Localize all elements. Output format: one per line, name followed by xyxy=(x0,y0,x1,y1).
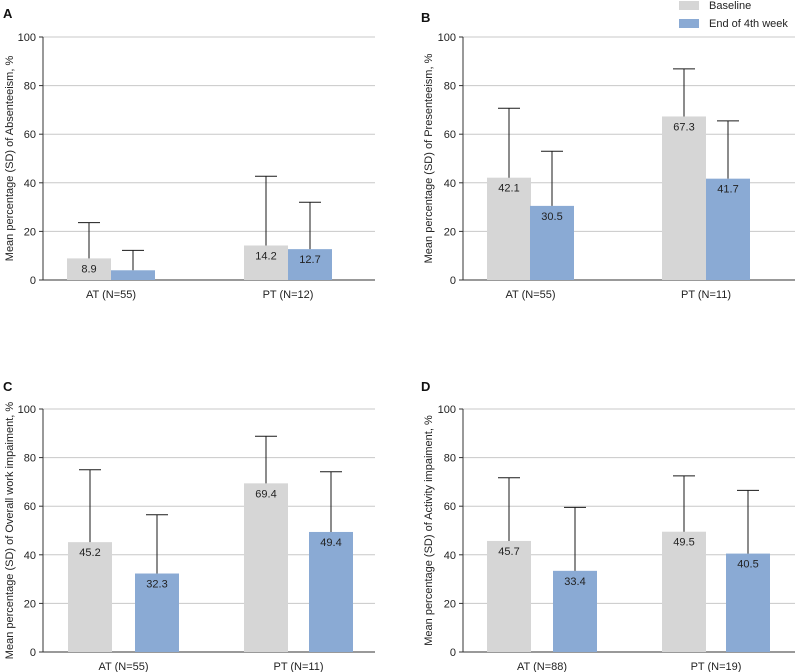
y-tick-label: 80 xyxy=(444,453,456,465)
y-tick-label: 100 xyxy=(438,404,456,416)
x-tick-label: PT (N=19) xyxy=(691,661,742,672)
y-tick-label: 0 xyxy=(30,275,36,287)
x-tick-label: PT (N=12) xyxy=(263,289,314,301)
bar xyxy=(309,531,353,652)
data-label: 45.2 xyxy=(79,547,100,559)
bar xyxy=(244,483,288,652)
y-tick-label: 40 xyxy=(444,550,456,562)
x-tick-label: AT (N=55) xyxy=(98,661,148,672)
data-label: 41.7 xyxy=(717,184,738,196)
bar xyxy=(487,540,531,652)
bar xyxy=(288,249,332,280)
bar xyxy=(726,553,770,652)
y-axis-label: Mean percentage (SD) of Presenteeism, % xyxy=(423,53,435,263)
data-label: 30.5 xyxy=(541,211,562,223)
y-axis-label: Mean percentage (SD) of Absenteeism, % xyxy=(4,56,16,262)
y-tick-label: 0 xyxy=(450,275,456,287)
y-tick-label: 100 xyxy=(18,404,36,416)
panel-letter: A xyxy=(3,6,13,21)
bar xyxy=(244,245,288,280)
y-tick-label: 40 xyxy=(24,550,36,562)
data-label: 8.9 xyxy=(81,263,96,275)
y-tick-label: 40 xyxy=(444,178,456,190)
legend-swatch-end-of-4th-week xyxy=(679,19,699,28)
legend-label-end-of-4th-week: End of 4th week xyxy=(709,18,788,30)
bar xyxy=(662,116,706,280)
y-tick-label: 80 xyxy=(444,81,456,93)
data-label: 42.1 xyxy=(498,183,519,195)
y-tick-label: 20 xyxy=(444,598,456,610)
y-tick-label: 80 xyxy=(24,453,36,465)
y-tick-label: 40 xyxy=(24,178,36,190)
y-axis-label: Mean percentage (SD) of Activity impaime… xyxy=(423,415,435,646)
x-tick-label: AT (N=55) xyxy=(86,289,136,301)
legend-swatch-baseline xyxy=(679,1,699,10)
panel-letter: D xyxy=(421,379,430,394)
y-tick-label: 20 xyxy=(24,226,36,238)
y-axis-label: Mean percentage (SD) of Overall work imp… xyxy=(4,402,16,660)
y-tick-label: 100 xyxy=(438,32,456,44)
bar xyxy=(68,542,112,652)
panel-letter: B xyxy=(421,10,430,25)
data-label: 49.4 xyxy=(320,537,341,549)
y-tick-label: 100 xyxy=(18,32,36,44)
x-tick-label: AT (N=55) xyxy=(505,289,555,301)
legend-label-baseline: Baseline xyxy=(709,0,751,12)
data-label: 33.4 xyxy=(564,576,585,588)
bar xyxy=(530,205,574,280)
data-label: 32.3 xyxy=(146,579,167,591)
x-tick-label: PT (N=11) xyxy=(681,289,731,301)
bar xyxy=(662,531,706,652)
bar xyxy=(706,178,750,280)
data-label: 40.5 xyxy=(737,559,758,571)
bar xyxy=(487,177,531,280)
y-tick-label: 80 xyxy=(24,81,36,93)
y-tick-label: 60 xyxy=(24,501,36,513)
y-tick-label: 0 xyxy=(30,647,36,659)
legend: Baseline End of 4th week xyxy=(679,0,788,30)
x-tick-label: PT (N=11) xyxy=(273,661,323,672)
data-label: 12.7 xyxy=(299,254,320,266)
x-tick-label: AT (N=88) xyxy=(517,661,567,672)
bar xyxy=(111,270,155,280)
data-label: 45.7 xyxy=(498,546,519,558)
y-tick-label: 20 xyxy=(444,226,456,238)
data-label: 67.3 xyxy=(673,121,694,133)
bar xyxy=(553,570,597,652)
panel-letter: C xyxy=(3,379,13,394)
y-tick-label: 60 xyxy=(24,129,36,141)
bar xyxy=(135,573,179,652)
y-tick-label: 20 xyxy=(24,598,36,610)
y-tick-label: 60 xyxy=(444,501,456,513)
y-tick-label: 0 xyxy=(450,647,456,659)
data-label: 69.4 xyxy=(255,488,276,500)
data-label: 14.2 xyxy=(255,250,276,262)
data-label: 49.5 xyxy=(673,537,694,549)
y-tick-label: 60 xyxy=(444,129,456,141)
bar xyxy=(67,258,111,280)
